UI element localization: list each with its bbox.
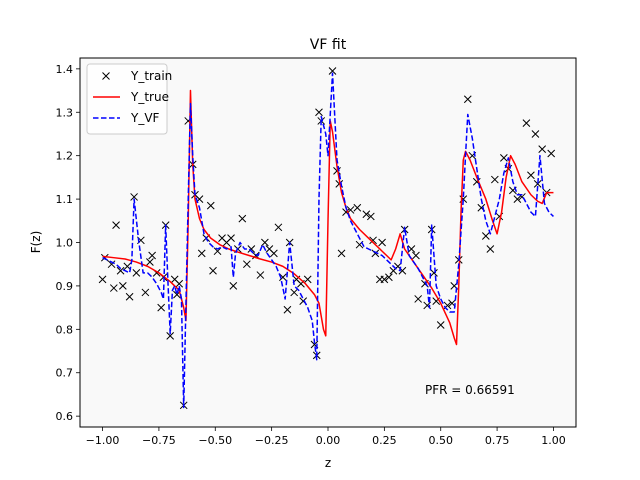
data-point-y-train <box>500 153 508 162</box>
data-point-y-train <box>430 269 438 277</box>
y-tick-label: 1.4 <box>56 63 74 76</box>
data-point-y-train <box>371 249 380 258</box>
data-point-y-train <box>132 269 141 277</box>
series-y-train <box>98 67 556 410</box>
x-axis-label: z <box>325 456 331 470</box>
legend-entry-y-train: Y_train <box>102 69 172 83</box>
data-point-y-train <box>238 214 247 223</box>
data-point-y-train <box>547 149 556 158</box>
x-tick-label: 1.00 <box>541 434 566 447</box>
series-line-y-vf <box>102 72 554 409</box>
legend-entry-y-vf: Y_VF <box>93 111 160 125</box>
data-point-y-train <box>436 321 445 329</box>
y-tick-label: 1.0 <box>56 237 74 250</box>
data-point-y-train <box>533 180 542 188</box>
y-tick-label: 1.1 <box>56 193 74 206</box>
data-point-y-train <box>328 67 337 75</box>
pfr-annotation: PFR = 0.66591 <box>425 383 515 397</box>
legend-label-y-train: Y_train <box>130 69 172 83</box>
data-point-y-train <box>98 275 107 284</box>
x-tick-label: 0.00 <box>316 434 341 447</box>
legend-marker-y-train <box>102 72 110 80</box>
data-point-y-train <box>166 331 175 340</box>
data-point-y-train <box>227 234 235 243</box>
data-point-y-train <box>486 245 495 253</box>
data-point-y-train <box>283 305 292 314</box>
data-point-y-train <box>209 266 217 275</box>
y-tick-label: 1.2 <box>56 150 74 163</box>
data-point-y-train <box>531 130 540 138</box>
data-point-y-train <box>513 195 522 203</box>
data-point-y-train <box>303 275 312 284</box>
legend-entries: Y_train Y_true Y_VF <box>93 69 172 125</box>
data-point-y-train <box>256 271 265 279</box>
x-tick-label: 0.25 <box>372 434 397 447</box>
legend: Y_train Y_true Y_VF <box>86 63 172 135</box>
data-point-y-train <box>112 221 120 229</box>
data-point-y-train <box>279 273 287 282</box>
y-tick-label: 1.3 <box>56 106 74 119</box>
data-point-y-train <box>290 288 299 297</box>
data-point-y-train <box>385 273 393 282</box>
data-point-y-train <box>148 251 156 260</box>
data-point-y-train <box>107 260 116 269</box>
data-point-y-train <box>242 260 251 269</box>
data-point-y-train <box>522 119 531 127</box>
data-point-y-train <box>362 210 371 219</box>
data-point-y-train <box>527 171 535 180</box>
data-point-y-train <box>378 238 386 247</box>
data-point-y-train <box>197 249 206 258</box>
data-point-y-train <box>490 175 499 184</box>
data-point-y-train <box>353 203 362 212</box>
data-point-y-train <box>247 245 256 253</box>
data-point-y-train <box>274 223 283 232</box>
x-tick-label: 0.75 <box>485 434 510 447</box>
y-tick-label: 0.6 <box>56 410 74 423</box>
data-point-y-train <box>125 292 134 301</box>
x-axis: −1.00 −0.75 −0.50 −0.25 0.00 0.25 0.50 0.75 1.00 <box>86 427 566 447</box>
data-point-y-train <box>118 282 127 290</box>
data-point-y-train <box>481 232 490 240</box>
data-point-y-train <box>157 303 166 312</box>
data-point-y-train <box>141 288 150 297</box>
legend-entry-y-true: Y_true <box>93 90 169 104</box>
data-point-y-train <box>175 279 184 288</box>
y-axis-label: F(z) <box>29 231 43 254</box>
legend-box <box>86 63 168 135</box>
data-point-y-train <box>315 108 323 117</box>
y-tick-label: 0.7 <box>56 367 74 380</box>
data-point-y-train <box>116 266 125 275</box>
data-point-y-train <box>463 95 472 104</box>
data-point-y-train <box>538 145 547 154</box>
data-point-y-train <box>337 249 346 258</box>
x-tick-label: −1.00 <box>86 434 120 447</box>
series-layer <box>98 67 556 410</box>
x-tick-label: −0.75 <box>142 434 176 447</box>
data-point-y-train <box>229 282 238 290</box>
y-tick-label: 0.8 <box>56 323 74 336</box>
data-point-y-train <box>412 251 420 260</box>
data-point-y-train <box>366 212 375 221</box>
data-point-y-train <box>270 249 278 258</box>
legend-label-y-true: Y_true <box>130 90 169 104</box>
chart-title: VF fit <box>310 37 347 53</box>
legend-label-y-vf: Y_VF <box>130 111 160 125</box>
data-point-y-train <box>407 245 416 253</box>
y-axis: 0.6 0.7 0.8 0.9 1.0 1.1 1.2 1.3 1.4 <box>56 63 80 423</box>
x-tick-label: −0.25 <box>255 434 289 447</box>
y-tick-label: 0.9 <box>56 280 74 293</box>
data-point-y-train <box>109 284 118 292</box>
data-point-y-train <box>206 201 215 210</box>
data-point-y-train <box>380 275 389 284</box>
x-tick-label: −0.50 <box>198 434 232 447</box>
data-point-y-train <box>146 258 154 266</box>
x-tick-label: 0.50 <box>428 434 453 447</box>
data-point-y-train <box>414 295 423 303</box>
data-point-y-train <box>130 193 138 201</box>
data-point-y-train <box>369 236 377 245</box>
data-point-y-train <box>261 238 269 247</box>
data-point-y-train <box>213 247 222 256</box>
